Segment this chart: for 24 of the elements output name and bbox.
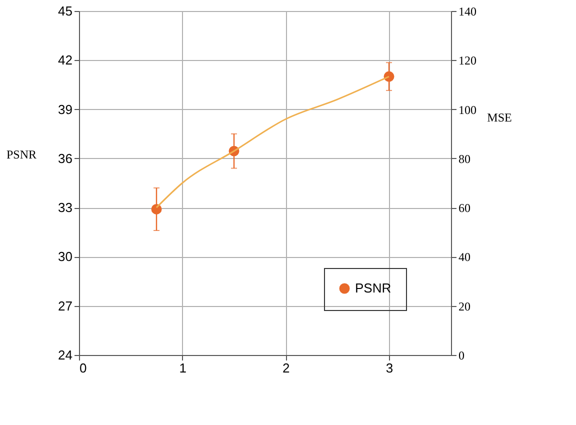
- legend-label: PSNR: [355, 280, 392, 296]
- y2-tick-label: 0: [458, 348, 464, 362]
- y-tick-label: 42: [58, 52, 72, 68]
- y2-tick-label: 100: [458, 102, 476, 117]
- y2-tick-label: 60: [458, 201, 470, 216]
- y-tick-label: 24: [58, 348, 72, 362]
- y-tick-label: 36: [58, 150, 72, 166]
- y-tick-label: 39: [58, 102, 72, 117]
- y-axis-title: PSNR: [6, 148, 37, 162]
- x-tick-label: 1: [179, 360, 186, 376]
- y2-axis-title: MSE: [487, 110, 512, 124]
- y2-tick-label: 20: [458, 299, 470, 314]
- y2-tick-label: 140: [458, 4, 476, 18]
- x-tick-label: 2: [282, 360, 290, 376]
- x-tick-label: 3: [386, 360, 394, 376]
- y2-tick-label: 80: [458, 152, 470, 166]
- x-tick-label: 0: [80, 360, 87, 376]
- y-tick-label: 45: [58, 4, 72, 18]
- y-tick-label: 33: [58, 200, 72, 216]
- y2-tick-label: 40: [458, 250, 470, 264]
- y-tick-label: 27: [58, 298, 72, 314]
- point: [151, 204, 162, 214]
- y-tick-label: 30: [58, 249, 72, 264]
- y2-tick-label: 120: [458, 54, 476, 68]
